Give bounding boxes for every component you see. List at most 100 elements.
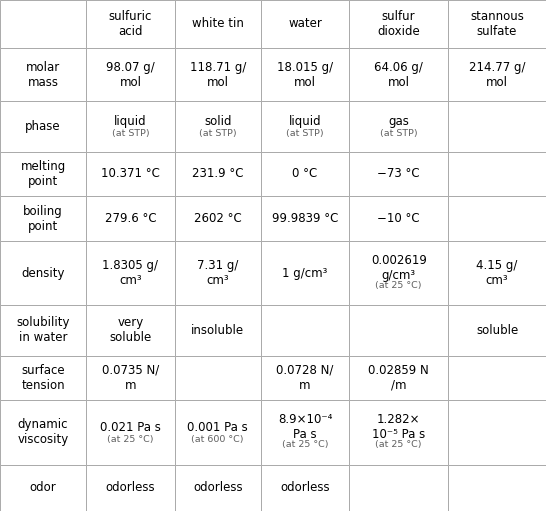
Bar — [86, 152, 175, 196]
Text: surface
tension: surface tension — [21, 364, 65, 392]
Text: (at STP): (at STP) — [286, 129, 324, 137]
Text: 1.282×
10⁻⁵ Pa s: 1.282× 10⁻⁵ Pa s — [372, 413, 425, 441]
Text: liquid: liquid — [289, 114, 322, 128]
Text: −10 °C: −10 °C — [377, 212, 420, 225]
Text: 214.77 g/
mol: 214.77 g/ mol — [469, 61, 525, 89]
Bar — [349, 400, 448, 464]
Bar — [0, 102, 86, 152]
Bar — [86, 102, 175, 152]
Bar — [349, 0, 448, 48]
Text: water: water — [288, 17, 322, 31]
Text: 0.021 Pa s: 0.021 Pa s — [100, 421, 161, 433]
Bar — [0, 48, 86, 102]
Bar — [175, 102, 261, 152]
Bar — [349, 196, 448, 241]
Text: liquid: liquid — [114, 114, 147, 128]
Text: 0.0735 N/
m: 0.0735 N/ m — [102, 364, 159, 392]
Bar — [0, 464, 86, 511]
Bar — [86, 306, 175, 356]
Text: odorless: odorless — [280, 481, 330, 494]
Bar — [448, 102, 546, 152]
Text: very
soluble: very soluble — [109, 316, 151, 344]
Bar — [349, 464, 448, 511]
Text: (at STP): (at STP) — [111, 129, 149, 137]
Bar — [448, 400, 546, 464]
Bar — [261, 400, 349, 464]
Bar — [86, 48, 175, 102]
Text: 0 °C: 0 °C — [293, 168, 318, 180]
Text: (at 600 °C): (at 600 °C) — [192, 434, 244, 444]
Text: density: density — [21, 267, 65, 280]
Bar — [175, 241, 261, 306]
Text: (at STP): (at STP) — [199, 129, 236, 137]
Text: 0.0728 N/
m: 0.0728 N/ m — [276, 364, 334, 392]
Text: 0.001 Pa s: 0.001 Pa s — [187, 421, 248, 433]
Bar — [175, 356, 261, 400]
Bar — [175, 152, 261, 196]
Text: white tin: white tin — [192, 17, 244, 31]
Text: 231.9 °C: 231.9 °C — [192, 168, 244, 180]
Bar — [448, 0, 546, 48]
Bar — [0, 400, 86, 464]
Bar — [0, 356, 86, 400]
Bar — [448, 48, 546, 102]
Bar — [86, 241, 175, 306]
Bar — [86, 464, 175, 511]
Text: boiling
point: boiling point — [23, 205, 63, 233]
Bar — [261, 48, 349, 102]
Bar — [349, 306, 448, 356]
Bar — [0, 196, 86, 241]
Bar — [261, 241, 349, 306]
Bar — [175, 48, 261, 102]
Bar — [448, 152, 546, 196]
Bar — [261, 102, 349, 152]
Text: sulfuric
acid: sulfuric acid — [109, 10, 152, 38]
Bar — [448, 356, 546, 400]
Bar — [349, 102, 448, 152]
Bar — [86, 196, 175, 241]
Text: odorless: odorless — [105, 481, 155, 494]
Bar — [175, 464, 261, 511]
Bar — [349, 152, 448, 196]
Bar — [261, 196, 349, 241]
Bar — [261, 464, 349, 511]
Text: 0.002619
g/cm³: 0.002619 g/cm³ — [371, 254, 426, 282]
Text: (at STP): (at STP) — [380, 129, 418, 137]
Text: 279.6 °C: 279.6 °C — [105, 212, 156, 225]
Text: solubility
in water: solubility in water — [16, 316, 70, 344]
Bar — [261, 0, 349, 48]
Text: soluble: soluble — [476, 324, 518, 337]
Text: odor: odor — [29, 481, 56, 494]
Text: solid: solid — [204, 114, 232, 128]
Text: −73 °C: −73 °C — [377, 168, 420, 180]
Bar — [349, 241, 448, 306]
Bar — [349, 48, 448, 102]
Text: dynamic
viscosity: dynamic viscosity — [17, 419, 69, 447]
Text: 8.9×10⁻⁴
Pa s: 8.9×10⁻⁴ Pa s — [278, 413, 332, 441]
Text: melting
point: melting point — [20, 160, 66, 188]
Text: 0.02859 N
/m: 0.02859 N /m — [369, 364, 429, 392]
Bar — [261, 306, 349, 356]
Bar — [86, 400, 175, 464]
Text: 118.71 g/
mol: 118.71 g/ mol — [189, 61, 246, 89]
Bar — [261, 356, 349, 400]
Bar — [175, 196, 261, 241]
Text: 64.06 g/
mol: 64.06 g/ mol — [375, 61, 423, 89]
Bar — [175, 306, 261, 356]
Text: 4.15 g/
cm³: 4.15 g/ cm³ — [477, 259, 518, 287]
Text: 1.8305 g/
cm³: 1.8305 g/ cm³ — [103, 259, 158, 287]
Bar — [86, 356, 175, 400]
Text: insoluble: insoluble — [191, 324, 244, 337]
Text: 10.371 °C: 10.371 °C — [101, 168, 160, 180]
Text: 98.07 g/
mol: 98.07 g/ mol — [106, 61, 155, 89]
Text: 18.015 g/
mol: 18.015 g/ mol — [277, 61, 333, 89]
Text: stannous
sulfate: stannous sulfate — [470, 10, 524, 38]
Text: 7.31 g/
cm³: 7.31 g/ cm³ — [197, 259, 239, 287]
Text: (at 25 °C): (at 25 °C) — [376, 440, 422, 449]
Text: (at 25 °C): (at 25 °C) — [282, 440, 328, 449]
Bar — [448, 196, 546, 241]
Bar — [0, 241, 86, 306]
Bar — [175, 0, 261, 48]
Text: molar
mass: molar mass — [26, 61, 60, 89]
Text: 1 g/cm³: 1 g/cm³ — [282, 267, 328, 280]
